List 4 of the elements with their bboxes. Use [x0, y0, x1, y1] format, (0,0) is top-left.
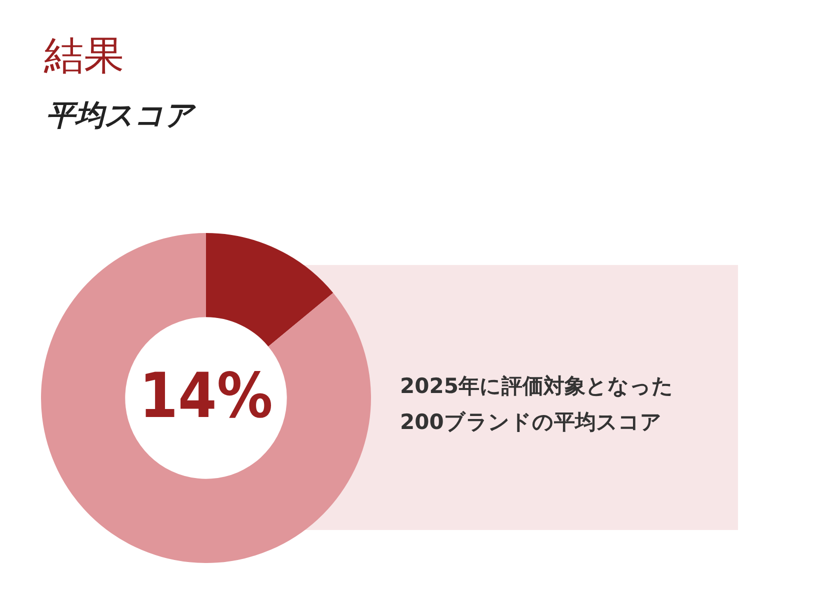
chart-subtitle: 平均スコア: [46, 97, 194, 134]
data-label: 14%: [139, 359, 273, 432]
chart-title: 結果: [44, 32, 124, 81]
text: 2025年に評価対象となった200ブランドの平均スコア: [400, 373, 674, 436]
